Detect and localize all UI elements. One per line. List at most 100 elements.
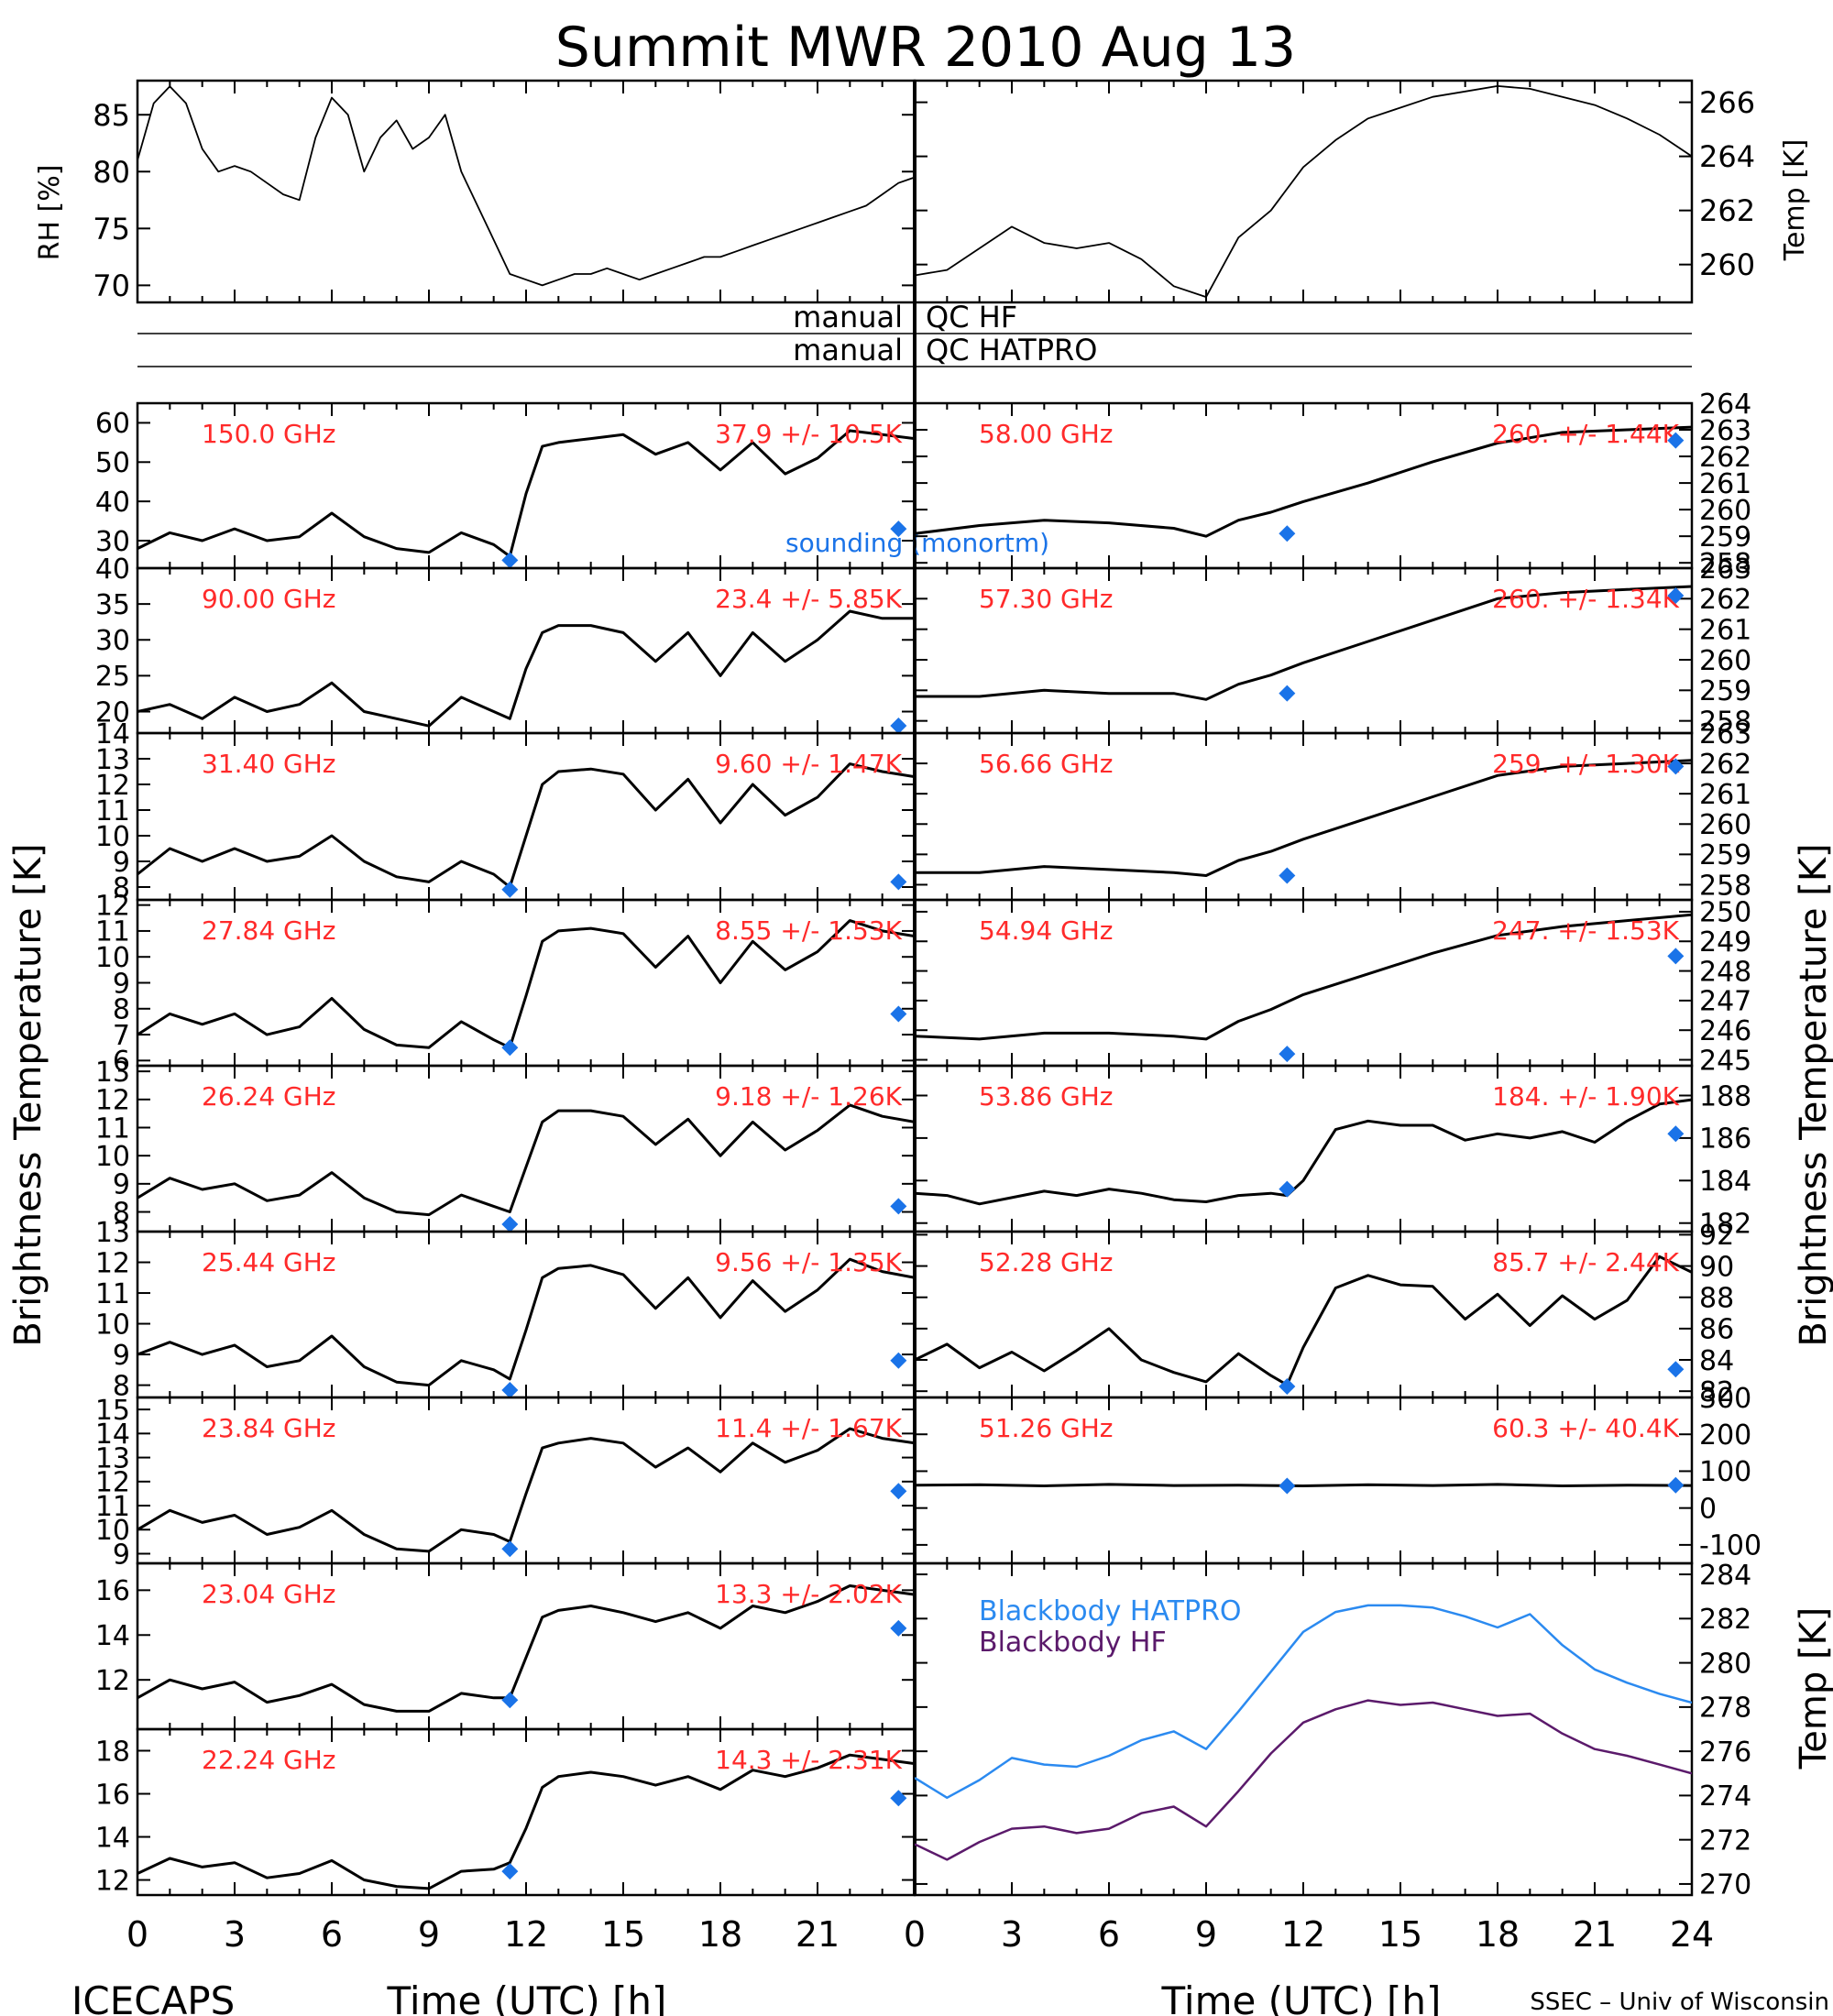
y-tick-label: 263 xyxy=(1699,553,1751,586)
y-tick-label: 262 xyxy=(1699,749,1751,781)
sounding-marker xyxy=(1667,1361,1685,1378)
y-tick-label: 88 xyxy=(1699,1283,1734,1315)
y-tick-label: 15 xyxy=(95,1395,130,1427)
y-tick-label: 92 xyxy=(1699,1220,1734,1252)
sounding-marker xyxy=(501,1216,519,1233)
y-tick-label: 262 xyxy=(1699,193,1755,228)
y-tick-label: 11 xyxy=(95,1491,130,1523)
y-tick-label: 13 xyxy=(95,1442,130,1474)
qc-hf-left: manual xyxy=(793,300,903,334)
x-tick-label-left: 15 xyxy=(601,1914,645,1955)
y-tick-label: 8 xyxy=(113,1197,130,1229)
channel-frequency: 22.24 GHz xyxy=(202,1745,336,1775)
data-trace xyxy=(915,1483,1692,1487)
y-tick-label: 300 xyxy=(1699,1383,1751,1415)
y-tick-label: 86 xyxy=(1699,1314,1734,1346)
channel-statistics: 23.4 +/- 5.85K xyxy=(715,584,902,614)
sounding-marker xyxy=(501,1540,519,1558)
data-trace xyxy=(915,1255,1692,1386)
y-tick-label: 16 xyxy=(95,1779,130,1811)
data-trace xyxy=(915,85,1692,298)
channel-statistics: 184. +/- 1.90K xyxy=(1492,1081,1679,1112)
y-tick-label: 20 xyxy=(95,696,130,729)
data-trace xyxy=(915,913,1692,1041)
sounding-marker xyxy=(890,1198,907,1215)
qc-rows: manual QC HF manual QC HATPRO xyxy=(793,300,1097,367)
y-tick-label: 9 xyxy=(113,1539,130,1571)
y-tick-label: 260 xyxy=(1699,247,1755,282)
y-tick-label: 260 xyxy=(1699,809,1751,841)
sounding-marker xyxy=(1279,1378,1296,1396)
y-tick-label: 90 xyxy=(1699,1251,1734,1283)
y-tick-label: 276 xyxy=(1699,1737,1751,1769)
sounding-marker xyxy=(501,1039,519,1057)
channel-statistics: 85.7 +/- 2.44K xyxy=(1492,1247,1679,1277)
channel-frequency: 56.66 GHz xyxy=(979,749,1114,779)
channel-frequency: 57.30 GHz xyxy=(979,584,1114,614)
x-tick-label-left: 3 xyxy=(224,1914,246,1955)
panel-frame xyxy=(136,79,916,304)
x-tick-label-right: 24 xyxy=(1670,1914,1714,1955)
y-tick-label: 14 xyxy=(95,1620,130,1652)
data-trace xyxy=(137,1257,915,1387)
y-tick-label: 50 xyxy=(95,447,130,479)
legend-entry: Blackbody HATPRO xyxy=(979,1595,1242,1627)
y-tick-label: 284 xyxy=(1699,1560,1751,1592)
data-trace xyxy=(137,1753,915,1890)
sounding-marker xyxy=(1667,948,1685,965)
qc-hatpro-left: manual xyxy=(793,333,903,367)
y-tick-label: 82 xyxy=(1699,1376,1734,1408)
y-tick-label: 12 xyxy=(95,1665,130,1697)
legend-entry: Blackbody HF xyxy=(979,1627,1167,1659)
sounding-marker xyxy=(1279,1046,1296,1063)
y-tick-label: 8 xyxy=(113,872,130,904)
footer-right: SSEC – Univ of Wisconsin xyxy=(1530,1989,1829,2016)
panel-temp: 260 262 264 266 xyxy=(913,79,1755,304)
sounding-marker xyxy=(1279,867,1296,884)
x-tick-label-right: 21 xyxy=(1573,1914,1617,1955)
data-trace xyxy=(915,585,1692,701)
y-tick-label: 10 xyxy=(95,1309,130,1341)
channel-frequency: 53.86 GHz xyxy=(979,1081,1114,1112)
channel-statistics: 260. +/- 1.34K xyxy=(1492,584,1679,614)
panel-left-8: 12 14 16 23.04 GHz 13.3 +/- 2.02K xyxy=(95,1561,916,1731)
channel-frequency: 26.24 GHz xyxy=(202,1081,336,1112)
y-tick-label: -100 xyxy=(1699,1530,1762,1562)
channel-frequency: 23.04 GHz xyxy=(202,1579,336,1609)
x-axis-label-left: Time (UTC) [h] xyxy=(387,1978,667,2016)
y-tick-label: 9 xyxy=(113,968,130,1000)
sounding-marker xyxy=(1279,1180,1296,1198)
y-tick-label: 14 xyxy=(95,1822,130,1854)
y-tick-label: 260 xyxy=(1699,495,1751,527)
x-tick-label-left: 6 xyxy=(321,1914,343,1955)
y-tick-label: 263 xyxy=(1699,718,1751,751)
y-tick-label: 84 xyxy=(1699,1345,1734,1377)
data-trace xyxy=(137,429,915,558)
y-tick-label: 282 xyxy=(1699,1604,1751,1636)
y-axis-label-right: Brightness Temperature [K] xyxy=(1793,843,1833,1346)
y-tick-label: 11 xyxy=(95,795,130,827)
y-tick-label: 70 xyxy=(93,268,130,303)
channel-frequency: 58.00 GHz xyxy=(979,419,1114,449)
x-tick-label-left: 18 xyxy=(698,1914,742,1955)
y-tick-label: 8 xyxy=(113,994,130,1026)
sounding-marker xyxy=(1667,1125,1685,1143)
y-tick-label: 6 xyxy=(113,1046,130,1078)
sounding-marker xyxy=(890,718,907,734)
y-tick-label: 10 xyxy=(95,1515,130,1547)
channel-frequency: 90.00 GHz xyxy=(202,584,336,614)
y-tick-label: 246 xyxy=(1699,1015,1751,1047)
channel-frequency: 23.84 GHz xyxy=(202,1413,336,1443)
y-tick-label: 30 xyxy=(95,526,130,558)
y-tick-label: 0 xyxy=(1699,1493,1717,1525)
sounding-marker xyxy=(1667,758,1685,775)
data-trace xyxy=(137,919,915,1049)
